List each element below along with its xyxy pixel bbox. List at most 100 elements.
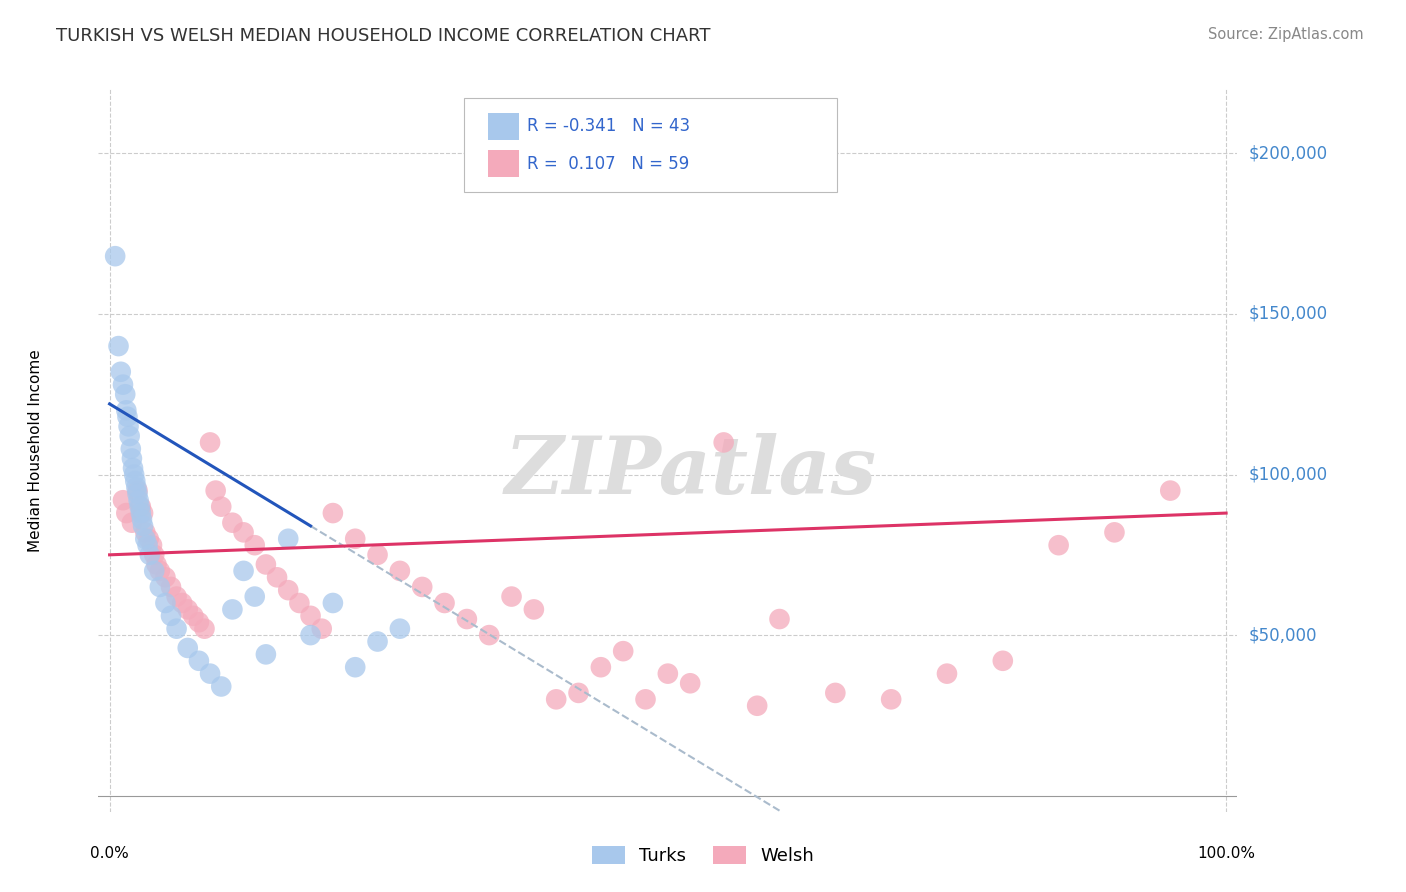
Point	[124, 474, 146, 488]
Point	[115, 403, 138, 417]
Point	[299, 608, 322, 623]
Point	[311, 622, 333, 636]
Point	[141, 538, 163, 552]
Point	[254, 648, 277, 662]
Point	[254, 558, 277, 572]
Point	[149, 564, 172, 578]
Point	[523, 602, 546, 616]
Point	[277, 532, 299, 546]
Point	[713, 435, 735, 450]
Point	[132, 519, 155, 533]
Point	[138, 532, 160, 546]
Point	[546, 692, 568, 706]
Point	[634, 692, 657, 706]
Point	[388, 622, 411, 636]
Point	[122, 467, 145, 482]
Point	[221, 602, 243, 616]
Point	[160, 580, 183, 594]
Point	[679, 676, 702, 690]
Point	[183, 608, 205, 623]
Point	[114, 387, 136, 401]
Point	[478, 628, 501, 642]
Point	[131, 512, 153, 526]
Point	[221, 516, 243, 530]
Point	[1047, 538, 1070, 552]
Point	[232, 525, 254, 540]
Point	[122, 461, 145, 475]
Point	[155, 596, 177, 610]
Point	[127, 483, 149, 498]
Point	[433, 596, 456, 610]
Point	[936, 666, 959, 681]
Point	[367, 548, 389, 562]
Point	[104, 249, 127, 263]
Point	[1104, 525, 1126, 540]
Point	[160, 608, 183, 623]
Point	[266, 570, 288, 584]
Legend: Turks, Welsh: Turks, Welsh	[583, 837, 823, 874]
Point	[145, 558, 167, 572]
Point	[277, 583, 299, 598]
Point	[134, 525, 156, 540]
Point	[121, 516, 143, 530]
Point	[187, 654, 209, 668]
Point	[177, 602, 200, 616]
Point	[120, 442, 142, 456]
Text: Source: ZipAtlas.com: Source: ZipAtlas.com	[1208, 27, 1364, 42]
Point	[288, 596, 311, 610]
Point	[367, 634, 389, 648]
Point	[117, 419, 139, 434]
Text: Median Household Income: Median Household Income	[28, 349, 44, 552]
Point	[125, 480, 148, 494]
Text: 0.0%: 0.0%	[90, 847, 129, 862]
Text: 100.0%: 100.0%	[1197, 847, 1256, 862]
Point	[111, 493, 134, 508]
Point	[149, 580, 172, 594]
Point	[107, 339, 129, 353]
Point	[117, 409, 139, 424]
Point	[657, 666, 679, 681]
Text: $100,000: $100,000	[1249, 466, 1327, 483]
Point	[128, 500, 150, 514]
Point	[128, 493, 150, 508]
Point	[824, 686, 846, 700]
Point	[177, 640, 200, 655]
Text: $150,000: $150,000	[1249, 305, 1327, 323]
Point	[344, 532, 367, 546]
Point	[172, 596, 194, 610]
Point	[243, 538, 266, 552]
Point	[115, 506, 138, 520]
Point	[166, 590, 188, 604]
Point	[198, 666, 221, 681]
Point	[139, 548, 162, 562]
Text: R = -0.341   N = 43: R = -0.341 N = 43	[527, 118, 690, 136]
Point	[187, 615, 209, 630]
Point	[322, 506, 344, 520]
Point	[299, 628, 322, 642]
Point	[129, 500, 152, 514]
Point	[243, 590, 266, 604]
Point	[134, 532, 156, 546]
Point	[136, 538, 159, 552]
Point	[110, 365, 132, 379]
Point	[129, 506, 152, 520]
Text: ZIPatlas: ZIPatlas	[505, 434, 877, 511]
Point	[612, 644, 634, 658]
Point	[991, 654, 1014, 668]
Point	[209, 500, 232, 514]
Point	[143, 548, 166, 562]
Point	[198, 435, 221, 450]
Point	[747, 698, 769, 713]
Point	[501, 590, 523, 604]
Point	[204, 483, 226, 498]
Point	[111, 377, 134, 392]
Point	[768, 612, 790, 626]
Point	[1159, 483, 1181, 498]
Point	[322, 596, 344, 610]
Point	[567, 686, 589, 700]
Point	[143, 564, 166, 578]
Text: TURKISH VS WELSH MEDIAN HOUSEHOLD INCOME CORRELATION CHART: TURKISH VS WELSH MEDIAN HOUSEHOLD INCOME…	[56, 27, 711, 45]
Point	[388, 564, 411, 578]
Point	[880, 692, 903, 706]
Point	[193, 622, 215, 636]
